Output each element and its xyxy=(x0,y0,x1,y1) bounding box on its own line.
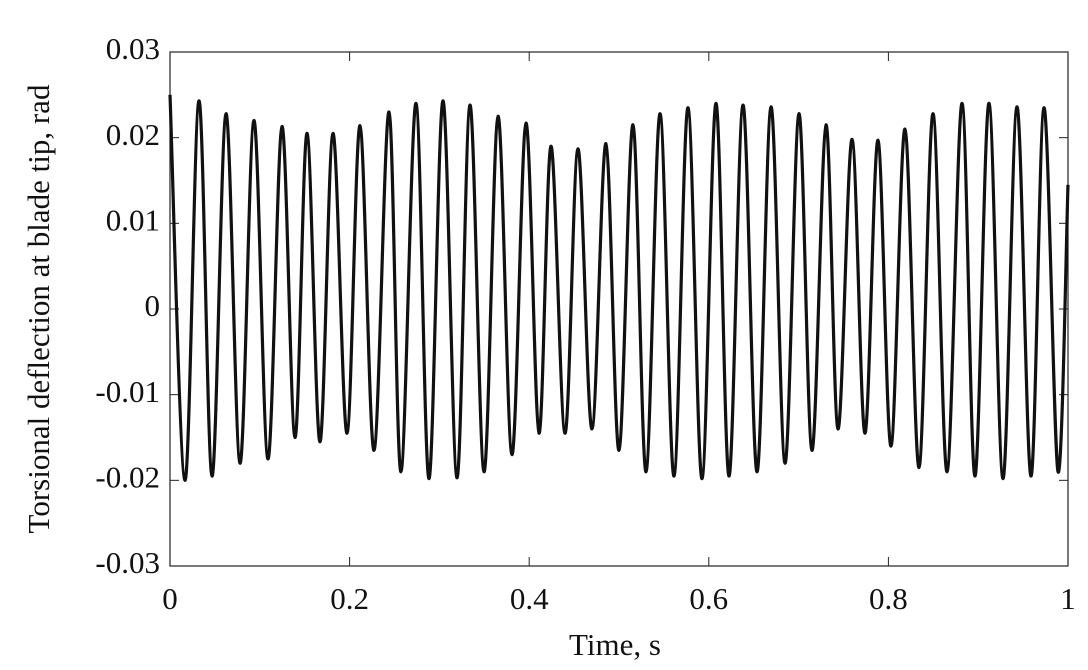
x-axis-label: Time, s xyxy=(569,627,661,662)
y-tick-label: 0.01 xyxy=(106,202,160,237)
plot-frame xyxy=(169,51,1069,567)
y-tick-label: 0.03 xyxy=(106,31,160,66)
x-tick-label: 0.4 xyxy=(510,581,549,616)
y-tick-label: -0.03 xyxy=(95,545,160,580)
x-tick-label: 0.8 xyxy=(869,581,908,616)
x-tick-label: 0 xyxy=(162,581,178,616)
y-tick-label: -0.01 xyxy=(95,374,160,409)
y-axis-label: Torsional deflection at blade tip, rad xyxy=(21,84,56,533)
x-tick-label: 0.2 xyxy=(330,581,369,616)
y-tick-label: -0.02 xyxy=(95,459,160,494)
y-tick-label: 0.02 xyxy=(106,117,160,152)
line-series xyxy=(168,94,1070,482)
x-tick-label: 1 xyxy=(1060,581,1076,616)
x-tick-label: 0.6 xyxy=(689,581,728,616)
y-tick-label: 0 xyxy=(145,288,161,323)
